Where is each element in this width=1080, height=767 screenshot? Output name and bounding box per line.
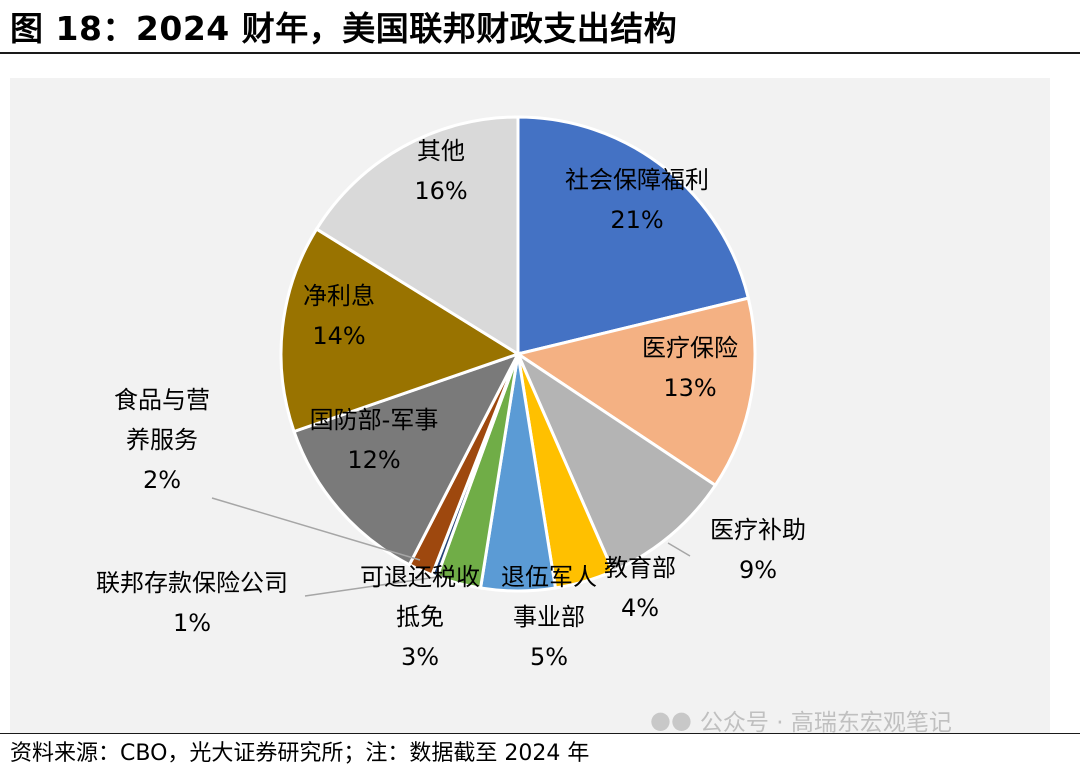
slice-label: 医疗补助 9% [710, 516, 806, 584]
slice-label: 可退还税收抵免 3% [360, 563, 480, 671]
source-rule [0, 733, 1080, 734]
figure-title: 图 18：2024 财年，美国联邦财政支出结构 [10, 9, 678, 48]
slice-label: 医疗保险 13% [642, 334, 738, 402]
slice-label: 退伍军人事业部 5% [501, 563, 597, 671]
leader-line [304, 575, 445, 597]
leader-line [667, 542, 691, 557]
watermark-text: 公众号 · 高瑞东宏观笔记 [699, 710, 952, 736]
slice-label: 国防部-军事 12% [310, 406, 439, 474]
slice-label: 其他 16% [414, 137, 467, 205]
wechat-icon: ●● [650, 706, 692, 734]
pie-slice [516, 115, 751, 356]
pie-slice [292, 351, 522, 567]
pie-slice [314, 115, 520, 357]
pie-slice [279, 226, 522, 434]
watermark: ●● 公众号 · 高瑞东宏观笔记 [650, 703, 952, 737]
slice-label: 社会保障福利 21% [565, 166, 709, 234]
title-rule [0, 52, 1080, 54]
slice-label: 食品与营养服务 2% [114, 386, 210, 494]
pie-slice [514, 349, 718, 574]
leader-line [211, 497, 421, 561]
slice-label: 净利息 14% [303, 282, 375, 350]
slice-label: 教育部 4% [604, 554, 676, 622]
pie-slice [514, 296, 757, 488]
slice-label: 联邦存款保险公司 1% [96, 569, 288, 637]
source-note: 资料来源：CBO，光大证券研究所；注：数据截至 2024 年 [10, 741, 590, 766]
